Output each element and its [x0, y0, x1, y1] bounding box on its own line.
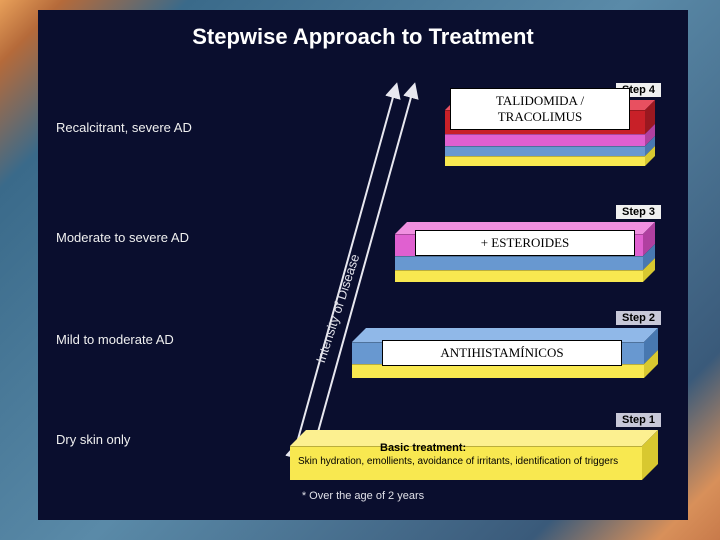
step4-region: Step 4TALIDOMIDA / TRACOLIMUS [445, 80, 670, 166]
severity-label: Recalcitrant, severe AD [56, 120, 192, 135]
step1-bar [290, 430, 658, 480]
slide-title: Stepwise Approach to Treatment [38, 10, 688, 60]
step3-overlay-label: + ESTEROIDES [415, 230, 635, 256]
severity-label: Dry skin only [56, 432, 130, 447]
step3-region: Step 3 + ESTEROIDES [395, 202, 670, 282]
basic-treatment-text: Skin hydration, emollients, avoidance of… [298, 456, 638, 467]
slide-panel: Stepwise Approach to Treatment Recalcitr… [38, 10, 688, 520]
severity-label: Mild to moderate AD [56, 332, 174, 347]
intensity-arrow-group: Intensity of Disease [293, 80, 353, 460]
step2-overlay-label: ANTIHISTAMÍNICOS [382, 340, 622, 366]
step2-region: Step 2 ANTIHISTAMÍNICOS [352, 308, 670, 378]
step2-tab: Step 2 [616, 311, 661, 325]
step1-region: Step 1 Basic treatment: Skin hydration, em… [290, 410, 670, 480]
basic-treatment-title: Basic treatment: [380, 442, 466, 454]
step4-overlay-label: TALIDOMIDA / TRACOLIMUS [450, 88, 630, 130]
step3-tab: Step 3 [616, 205, 661, 219]
severity-label: Moderate to severe AD [56, 230, 189, 245]
diagram-area: Recalcitrant, severe AD Moderate to sever… [38, 60, 688, 510]
footnote-text: * Over the age of 2 years [38, 490, 688, 502]
step1-tab: Step 1 [616, 413, 661, 427]
